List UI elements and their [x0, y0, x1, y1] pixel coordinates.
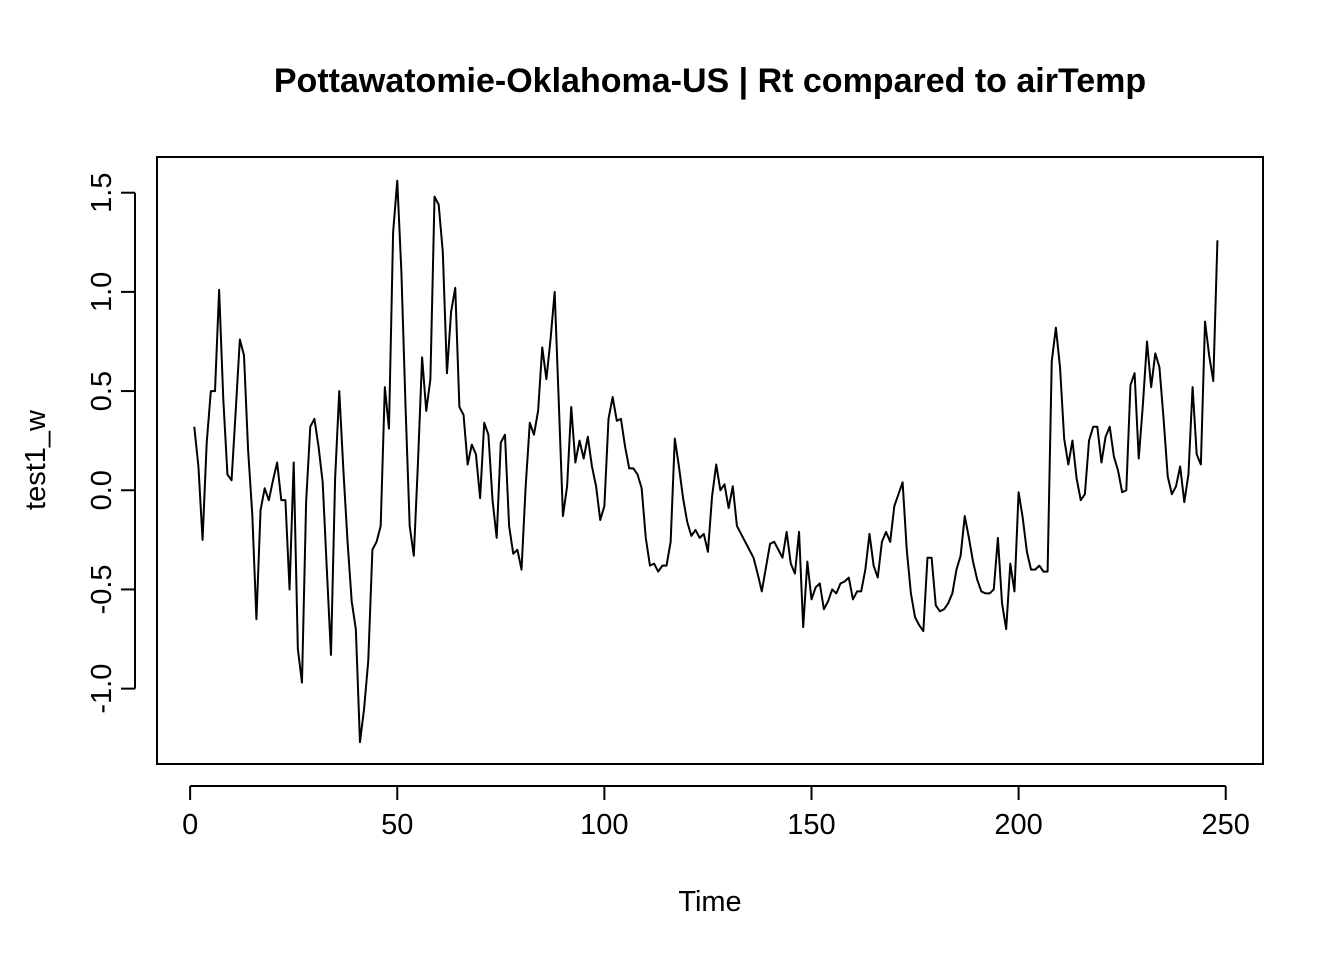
y-tick-label: -1.0 — [86, 664, 118, 714]
x-axis: 0 50 100 150 200 250 — [182, 785, 1250, 841]
y-tick-label: -0.5 — [86, 564, 118, 614]
series-line — [193, 179, 1219, 744]
y-tick-label: 1.0 — [86, 272, 118, 312]
y-axis-label: test1_w — [20, 409, 52, 510]
y-tick-label: 0.5 — [86, 371, 118, 411]
x-axis-label: Time — [678, 886, 741, 918]
plot-frame — [156, 156, 1264, 765]
x-tick-label: 0 — [182, 809, 198, 841]
x-tick-label: 250 — [1202, 809, 1250, 841]
x-tick-label: 200 — [994, 809, 1042, 841]
y-tick-label: 0.0 — [86, 470, 118, 510]
chart-title: Pottawatomie-Oklahoma-US | Rt compared t… — [274, 62, 1146, 100]
y-axis: -1.0 -0.5 0.0 0.5 1.0 1.5 — [86, 173, 136, 714]
x-tick-label: 150 — [787, 809, 835, 841]
x-tick-label: 100 — [580, 809, 628, 841]
y-tick-label: 1.5 — [86, 173, 118, 213]
x-tick-label: 50 — [381, 809, 413, 841]
